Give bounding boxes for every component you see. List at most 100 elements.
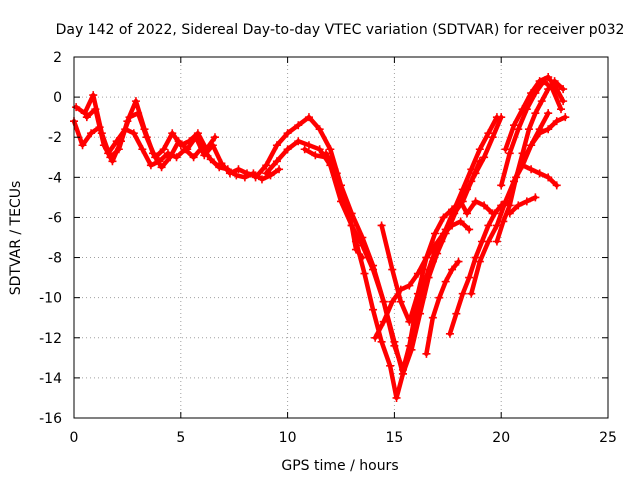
data-point — [471, 169, 480, 178]
data-point — [448, 221, 457, 230]
data-point — [377, 337, 386, 346]
data-point — [471, 197, 480, 206]
data-point — [251, 173, 260, 182]
data-point — [200, 151, 209, 160]
data-point — [448, 265, 457, 274]
data-point — [272, 141, 281, 150]
data-point — [129, 129, 138, 138]
data-point — [360, 269, 369, 278]
data-point — [116, 137, 125, 146]
data-point — [527, 89, 536, 98]
data-point — [304, 141, 313, 150]
series-sat-j — [424, 259, 461, 357]
data-point — [300, 145, 309, 154]
data-point — [396, 285, 405, 294]
data-point — [108, 157, 117, 166]
data-point — [527, 141, 536, 150]
data-point — [206, 155, 215, 164]
data-point — [193, 129, 202, 138]
y-tick-label: -8 — [48, 251, 62, 267]
data-point — [497, 181, 506, 190]
data-point — [146, 161, 155, 170]
data-point — [405, 317, 414, 326]
y-tick-label: -16 — [39, 411, 62, 427]
data-point — [510, 121, 519, 130]
data-point — [151, 153, 160, 162]
data-point — [535, 129, 544, 138]
data-point — [347, 221, 356, 230]
data-point — [488, 133, 497, 142]
data-point — [339, 193, 348, 202]
data-point — [257, 175, 266, 184]
data-point — [492, 237, 501, 246]
data-point — [467, 289, 476, 298]
data-point — [78, 141, 87, 150]
plot-frame — [73, 56, 609, 419]
y-tick-label: -4 — [48, 170, 62, 186]
data-point — [428, 257, 437, 266]
x-axis-label: GPS time / hours — [281, 458, 398, 474]
grid — [74, 57, 608, 418]
data-point — [456, 197, 465, 206]
data-point — [168, 129, 177, 138]
data-point — [430, 241, 439, 250]
data-point — [358, 241, 367, 250]
data-point — [294, 137, 303, 146]
data-point — [243, 169, 252, 178]
data-point — [497, 113, 506, 122]
data-point — [262, 169, 271, 178]
data-point — [138, 145, 147, 154]
data-point — [405, 341, 414, 350]
data-point — [439, 229, 448, 238]
x-tick-label: 0 — [70, 430, 79, 446]
data-point — [456, 217, 465, 226]
series-sat-c — [84, 106, 218, 164]
data-point — [311, 151, 320, 160]
data-point — [283, 145, 292, 154]
data-point — [535, 169, 544, 178]
y-tick-label: -12 — [39, 331, 62, 347]
data-point — [275, 165, 284, 174]
data-point — [522, 197, 531, 206]
data-point — [351, 245, 360, 254]
data-point — [183, 145, 192, 154]
data-point — [89, 91, 98, 100]
data-point — [413, 289, 422, 298]
x-tick-label: 10 — [279, 430, 297, 446]
data-point — [454, 257, 463, 266]
data-point — [283, 129, 292, 138]
data-point — [518, 105, 527, 114]
data-point — [377, 221, 386, 230]
data-point — [217, 159, 226, 168]
y-tick-label: -14 — [39, 371, 62, 387]
data-point — [315, 125, 324, 134]
data-point — [490, 209, 499, 218]
data-point — [134, 109, 143, 118]
data-point — [131, 97, 140, 106]
data-point — [369, 305, 378, 314]
data-point — [72, 103, 81, 112]
data-point — [492, 221, 501, 230]
data-point — [330, 165, 339, 174]
y-tick-label: 0 — [53, 90, 62, 106]
data-point — [388, 297, 397, 306]
data-point — [398, 369, 407, 378]
y-tick-label: 2 — [53, 50, 62, 66]
series-sat-n — [498, 78, 564, 188]
data-point — [505, 149, 514, 158]
data-point — [413, 269, 422, 278]
y-tick-label: -6 — [48, 210, 62, 226]
y-tick-label: -10 — [39, 291, 62, 307]
data-point — [552, 181, 561, 190]
series-sat-g — [323, 151, 365, 260]
data-point — [561, 113, 570, 122]
axis-ticks: 0 5 10 15 20 25 -16 -14 -12 -10 -8 -6 -4 -2 0 2 — [39, 50, 617, 446]
data-point — [544, 73, 553, 82]
data-point — [552, 117, 561, 126]
data-point — [371, 333, 380, 342]
data-point — [392, 393, 401, 402]
data-point — [514, 125, 523, 134]
data-point — [544, 173, 553, 182]
data-point — [358, 253, 367, 262]
